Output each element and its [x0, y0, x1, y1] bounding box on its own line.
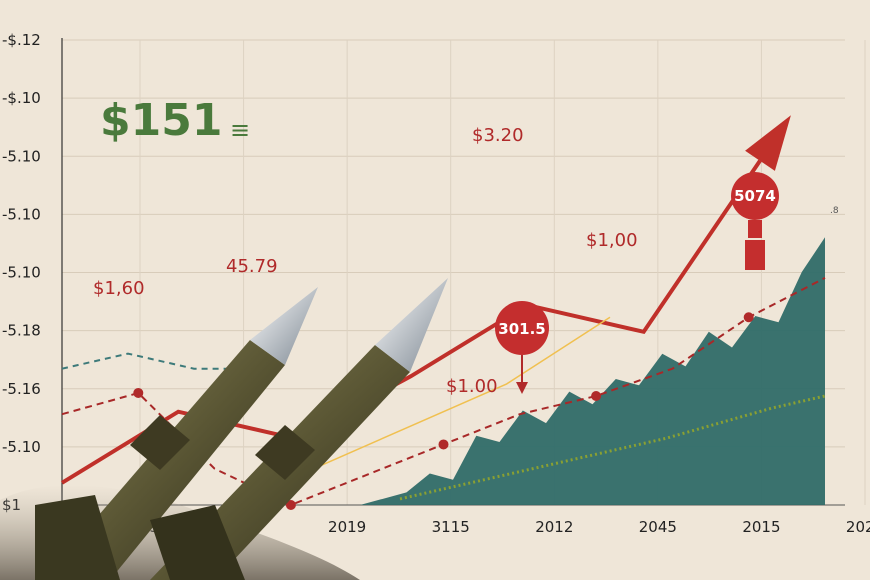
annotation-3: $3.20 [472, 125, 524, 146]
y-tick-label: -5.10 [2, 438, 41, 456]
annotation-4: $1,00 [586, 230, 638, 251]
x-tick-label: 2015 [742, 518, 780, 536]
y-tick-label: -5.10 [2, 205, 41, 223]
arrowhead [745, 115, 791, 171]
menu-lines-icon: ≡ [230, 116, 250, 144]
y-tick-label: -5.10 [2, 264, 41, 282]
series-line-thin-yellow [299, 316, 611, 476]
missile-back [60, 287, 318, 580]
missile-back-body [60, 340, 285, 580]
bubble-1-circle [495, 301, 549, 355]
launcher-rail [150, 505, 245, 580]
x-tick-label: 2012 [535, 518, 573, 536]
area-series [360, 237, 825, 506]
annotation-1: $1,60 [93, 278, 145, 299]
headline-value: $151 [100, 95, 222, 146]
y-tick-label: -5.10 [2, 147, 41, 165]
bubble-1-arrowhead [516, 382, 528, 394]
missile-back-nose [250, 287, 318, 365]
annotation-5: $1.00 [446, 376, 498, 397]
bubble-1: 301.5 [495, 301, 549, 394]
x-tick-label: 2020 [846, 518, 870, 536]
area-fill [360, 237, 825, 506]
x-tick-label: 2019 [328, 518, 366, 536]
series-point [591, 390, 602, 401]
y-tick-label: -$.10 [2, 89, 41, 107]
launcher-base [35, 495, 120, 580]
missile-illustration [0, 278, 448, 580]
series-point [743, 312, 754, 323]
x-tick-label: 2045 [639, 518, 677, 536]
series-line-solid-arrow [60, 159, 762, 485]
bubble-2: 5074 [731, 172, 779, 270]
y-tick-label: -5.16 [2, 380, 41, 398]
annotation-2: 45.79 [226, 256, 278, 277]
series-point [285, 500, 296, 510]
y-tick-label: -5.18 [2, 322, 41, 340]
y-tick-labels: -$.12 -$.10 -5.10 -5.10 -5.10 -5.18 -5.16 -5.10… [2, 31, 41, 514]
series-point [133, 387, 144, 398]
series-point [438, 439, 449, 450]
bubble-2-label: 5074 [734, 187, 776, 205]
annotation-7: .8 [830, 206, 839, 216]
missile-front-nose [375, 278, 448, 372]
bubble-2-base [745, 240, 765, 270]
missile-back-band [130, 415, 190, 470]
bubble-1-label: 301.5 [498, 320, 545, 338]
missile-front-band [255, 425, 315, 480]
bubble-2-stem [748, 220, 762, 238]
x-tick-label: 3115 [432, 518, 470, 536]
bubble-2-circle [731, 172, 779, 220]
y-tick-label: -$.12 [2, 31, 41, 49]
